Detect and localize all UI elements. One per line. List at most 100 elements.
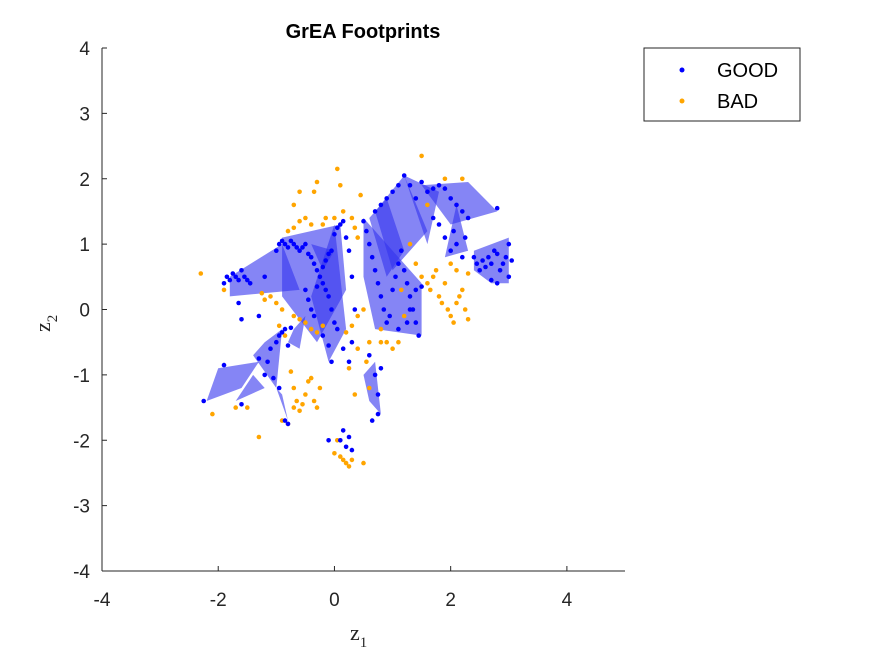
good-point	[338, 222, 343, 227]
good-point	[349, 274, 355, 280]
bad-point	[413, 261, 419, 267]
bad-point	[259, 290, 265, 296]
y-tick-label: -3	[73, 497, 90, 518]
bad-point	[306, 379, 311, 384]
good-point	[311, 261, 317, 267]
good-point	[399, 248, 404, 253]
bad-point	[291, 385, 297, 391]
bad-point	[390, 346, 395, 352]
good-point	[306, 251, 311, 257]
legend-label-good: GOOD	[717, 60, 778, 82]
good-point	[276, 385, 282, 391]
bad-point	[323, 215, 329, 221]
x-tick-label: -4	[94, 590, 111, 611]
good-point	[343, 444, 349, 450]
bad-point	[245, 405, 250, 410]
y-tick-label: 4	[79, 39, 90, 60]
good-point	[300, 245, 305, 250]
bad-point	[317, 385, 323, 391]
good-point	[306, 297, 311, 303]
bad-point	[428, 287, 433, 293]
good-point	[308, 254, 314, 260]
good-point	[239, 317, 244, 322]
good-point	[500, 261, 506, 267]
bad-point	[384, 339, 390, 345]
good-point	[364, 228, 369, 234]
bad-point	[282, 333, 288, 338]
good-point	[384, 196, 390, 201]
bad-point	[419, 274, 424, 280]
good-point	[262, 274, 268, 280]
good-point	[346, 434, 352, 440]
bad-point	[332, 215, 337, 221]
good-point	[494, 205, 500, 211]
good-point	[236, 300, 241, 306]
bad-point	[311, 398, 317, 404]
good-point	[407, 307, 413, 312]
footprint-polygon	[276, 388, 288, 421]
y-tick-label: -2	[73, 431, 90, 452]
good-point	[239, 402, 244, 407]
bad-point	[355, 235, 361, 240]
y-tick-label: -4	[73, 562, 90, 583]
good-point	[320, 333, 326, 338]
good-point	[256, 356, 262, 361]
bad-point	[352, 392, 358, 397]
bad-point	[262, 297, 268, 303]
good-point	[509, 258, 514, 263]
bad-point	[445, 307, 451, 312]
bad-point	[297, 189, 302, 195]
footprint-polygon	[206, 361, 259, 401]
footprint-polygon	[235, 374, 265, 401]
y-ticks: -4 -3 -2 -1 0 1 2 3 4	[73, 39, 107, 583]
good-point	[230, 271, 236, 276]
good-point	[413, 196, 419, 201]
bad-point	[454, 300, 459, 306]
bad-point	[303, 320, 308, 325]
bad-point	[343, 330, 349, 335]
bad-point	[221, 287, 227, 293]
bad-point	[308, 222, 314, 227]
good-point	[448, 248, 454, 253]
good-point	[329, 307, 334, 312]
bad-point	[320, 222, 326, 227]
good-point	[285, 421, 291, 427]
chart-title: GrEA Footprints	[286, 21, 441, 43]
good-point	[317, 274, 323, 280]
bad-point	[335, 166, 340, 172]
good-point	[285, 343, 291, 348]
good-point	[419, 284, 424, 289]
good-point	[329, 359, 334, 365]
bad-point	[291, 225, 297, 231]
good-point	[297, 248, 302, 253]
x-tick-label: -2	[210, 590, 227, 611]
bad-point	[303, 215, 308, 221]
legend-label-bad: BAD	[717, 91, 758, 113]
x-ticks: -4 -2 0 2 4	[94, 566, 573, 611]
good-point	[401, 268, 407, 273]
good-point	[332, 232, 337, 237]
good-point	[346, 248, 352, 253]
legend-marker-good	[679, 67, 685, 73]
bad-point	[210, 411, 215, 417]
good-point	[401, 173, 407, 178]
good-point	[221, 362, 227, 368]
svg-text:z1: z1	[350, 620, 367, 651]
good-point	[288, 238, 294, 244]
good-point	[271, 375, 276, 381]
good-point	[489, 277, 494, 283]
bad-point	[314, 330, 320, 335]
bad-point	[430, 274, 436, 280]
good-point	[335, 326, 340, 332]
x-tick-label: 2	[445, 590, 456, 611]
bad-point	[439, 300, 445, 306]
bad-point	[355, 346, 361, 352]
good-point	[276, 241, 282, 247]
good-point	[393, 274, 398, 280]
y-axis-label: z2	[30, 315, 61, 332]
bad-point	[291, 405, 297, 410]
bad-point	[349, 457, 355, 463]
bad-point	[308, 375, 314, 381]
bad-point	[303, 392, 308, 397]
